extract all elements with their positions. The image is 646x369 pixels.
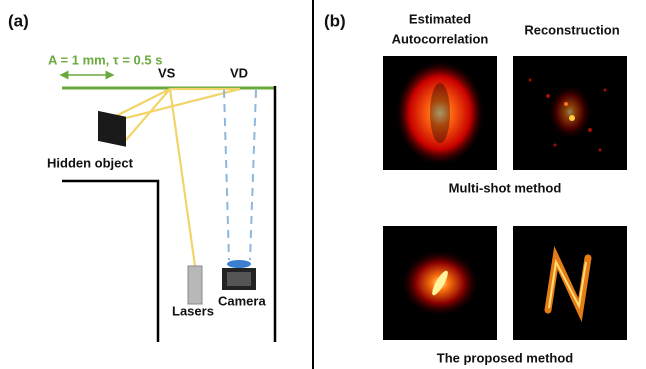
- parameters: A = 1 mm, τ = 0.5 s: [48, 52, 162, 67]
- row-caption: The proposed method: [437, 350, 574, 365]
- camera-lens: [227, 260, 251, 268]
- autocorrelation-pattern: [400, 249, 480, 317]
- laser-paths: [112, 89, 240, 266]
- camera-view: [224, 90, 256, 260]
- vs-label: VS: [158, 65, 176, 80]
- panel-label: (a): [8, 11, 29, 30]
- row-caption: Multi-shot method: [449, 180, 562, 195]
- column-header: Reconstruction: [524, 22, 619, 37]
- laser-label: Lasers: [172, 303, 214, 318]
- hidden-object-label: Hidden object: [47, 155, 134, 170]
- camera-body: [227, 272, 251, 286]
- camera-label: Camera: [218, 293, 266, 308]
- hidden-object: [98, 111, 126, 147]
- figure: (a) A = 1 mm, τ = 0.5 s VS VD Hidden obj…: [0, 0, 646, 369]
- wall: [62, 181, 158, 342]
- panel-label: (b): [324, 11, 346, 30]
- column-header: Autocorrelation: [392, 31, 489, 46]
- laser: [188, 266, 202, 304]
- autocorrelation-pattern: [396, 61, 484, 165]
- column-header: Estimated: [409, 11, 471, 26]
- vd-label: VD: [230, 65, 248, 80]
